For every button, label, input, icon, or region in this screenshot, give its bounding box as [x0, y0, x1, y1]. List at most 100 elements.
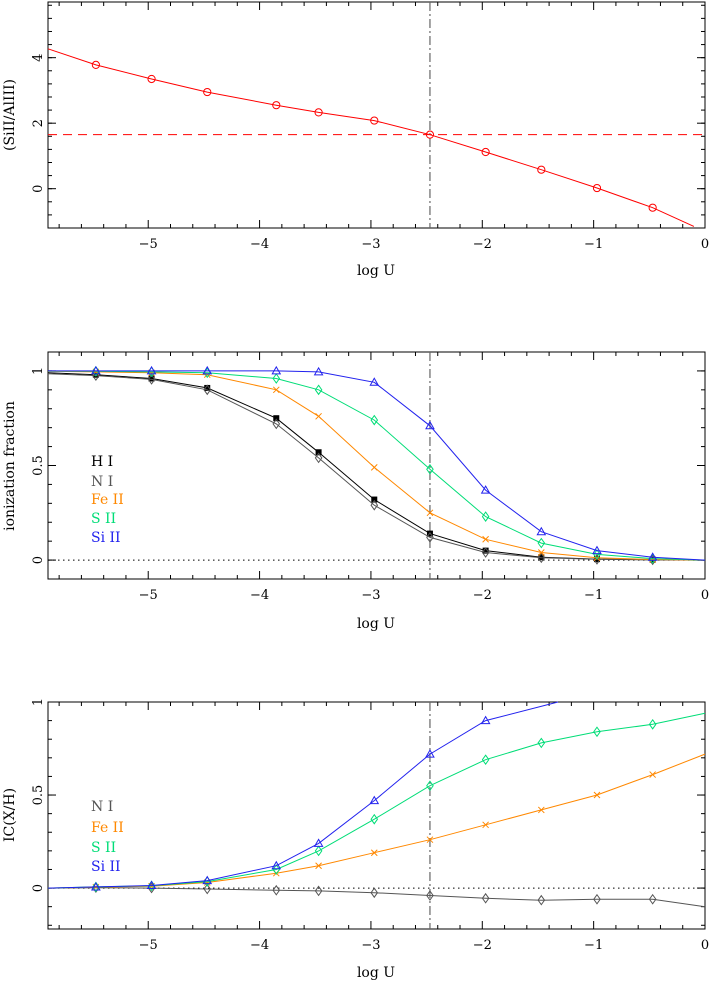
data-point-fe-ii: [482, 821, 489, 829]
x-tick-label: −2: [473, 588, 492, 603]
data-point-si-ii: [271, 860, 282, 870]
data-point-s-ii: [314, 384, 323, 396]
data-point-s-ii: [593, 726, 601, 738]
data-point-h-i: [273, 415, 280, 422]
data-point-si-ii: [425, 749, 435, 758]
data-point-fe-ii: [537, 806, 545, 814]
panel-1-x-tick-labels: −5 −4 −3 −2 −1 0: [139, 237, 709, 252]
data-point-si-ii: [313, 838, 324, 847]
data-point-si-ii: [647, 552, 658, 561]
y-tick-label: 1: [31, 367, 46, 375]
panel-1-frame: [47, 1, 706, 229]
panel-2-data: [47, 365, 706, 566]
data-point-siii-aliii: [272, 101, 281, 110]
data-point-fe-ii: [426, 509, 434, 517]
panel-3-x-axis-label: log U: [357, 965, 395, 981]
data-point-n-i: [426, 890, 434, 901]
data-point-si-ii: [202, 365, 213, 375]
data-point-n-i: [426, 532, 434, 543]
data-point-h-i: [371, 496, 378, 503]
x-tick-label: −5: [139, 588, 158, 603]
data-point-n-i: [203, 384, 212, 396]
x-tick-label: −3: [361, 938, 380, 953]
y-tick-label: 0: [31, 884, 46, 892]
series-line-n-i: [47, 373, 706, 561]
y-tick-label: 4: [31, 54, 46, 62]
data-point-siii-aliii: [537, 165, 546, 174]
panel-1-data: [47, 48, 695, 227]
y-tick-label: 2: [31, 119, 46, 127]
panel-2-y-tick-labels: 0 0.5 1: [31, 367, 46, 564]
data-point-n-i: [648, 893, 657, 905]
data-point-s-ii: [370, 414, 379, 426]
y-tick-label: 1: [31, 698, 46, 706]
data-point-s-ii: [272, 373, 281, 384]
panel-3-ticks: [48, 701, 706, 929]
data-point-s-ii: [481, 511, 490, 522]
x-tick-label: −4: [250, 588, 269, 603]
x-tick-label: 0: [701, 588, 709, 603]
data-point-siii-aliii: [481, 147, 490, 157]
x-tick-label: −4: [250, 237, 269, 252]
data-point-siii-aliii: [425, 130, 435, 139]
data-point-si-ii: [369, 795, 380, 805]
data-point-n-i: [314, 885, 323, 897]
data-point-n-i: [537, 894, 546, 906]
x-tick-label: −5: [139, 237, 158, 252]
data-point-s-ii: [314, 845, 323, 857]
x-tick-label: −1: [584, 237, 603, 252]
panel-1-y-tick-labels: 0 2 4: [31, 54, 46, 193]
x-tick-label: −1: [584, 588, 603, 603]
series-line-h-i: [47, 372, 706, 561]
data-point-s-ii: [537, 737, 546, 749]
y-tick-label: 0.5: [31, 455, 46, 476]
data-point-n-i: [481, 547, 490, 558]
data-point-h-i: [315, 449, 322, 456]
panel-2: −5 −4 −3 −2 −1 0 0 0.5 1 H I N I Fe II S…: [2, 351, 709, 632]
data-point-n-i: [370, 499, 379, 511]
data-point-si-ii: [369, 377, 380, 386]
legend-fe-ii: Fe II: [91, 820, 124, 836]
data-point-si-ii: [592, 545, 602, 555]
panel-1-reference-lines: [48, 2, 705, 228]
panel-1-ticks: [48, 2, 706, 228]
x-tick-label: −5: [139, 938, 158, 953]
data-point-n-i: [203, 883, 212, 895]
y-tick-label: 0: [31, 185, 46, 193]
data-point-s-ii: [481, 754, 490, 766]
data-point-n-i: [370, 887, 379, 899]
x-tick-label: 0: [701, 938, 709, 953]
panel-3-frame: [47, 701, 706, 930]
data-point-fe-ii: [370, 464, 378, 471]
data-point-s-ii: [370, 813, 379, 825]
data-point-si-ii: [313, 366, 324, 376]
data-point-siii-aliii: [147, 74, 156, 84]
data-point-fe-ii: [537, 549, 545, 556]
data-point-n-i: [481, 892, 490, 904]
x-tick-label: −2: [473, 938, 492, 953]
series-line-si-ii: [48, 370, 706, 561]
data-point-fe-ii: [315, 412, 322, 420]
panel-3-legend: N I Fe II S II Si II: [91, 799, 124, 875]
panel-3-y-tick-labels: 0 0.5 1: [31, 698, 46, 892]
data-point-fe-ii: [482, 535, 489, 543]
data-point-s-ii: [593, 549, 601, 560]
panel-1: −5 −4 −3 −2 −1 0 0 2 4 log U (SiII/AlIII…: [2, 1, 709, 279]
data-point-siii-aliii: [592, 183, 602, 193]
x-tick-label: −4: [250, 938, 269, 953]
data-point-siii-aliii: [370, 116, 379, 125]
data-point-n-i: [593, 893, 601, 905]
data-point-s-ii: [648, 718, 657, 730]
data-point-fe-ii: [370, 849, 378, 857]
data-point-siii-aliii: [314, 108, 323, 117]
panel-3-reference-lines: [48, 702, 705, 929]
panel-2-x-axis-label: log U: [357, 616, 395, 632]
data-point-si-ii: [480, 715, 491, 725]
series-line-s-ii: [47, 370, 706, 561]
panel-1-y-axis-label: (SiII/AlIII): [2, 79, 18, 151]
y-tick-label: 0: [31, 556, 46, 564]
legend-s-ii: S II: [91, 511, 116, 527]
panel-2-y-axis-label: ionization fraction: [2, 401, 18, 531]
data-point-s-ii: [537, 537, 546, 549]
